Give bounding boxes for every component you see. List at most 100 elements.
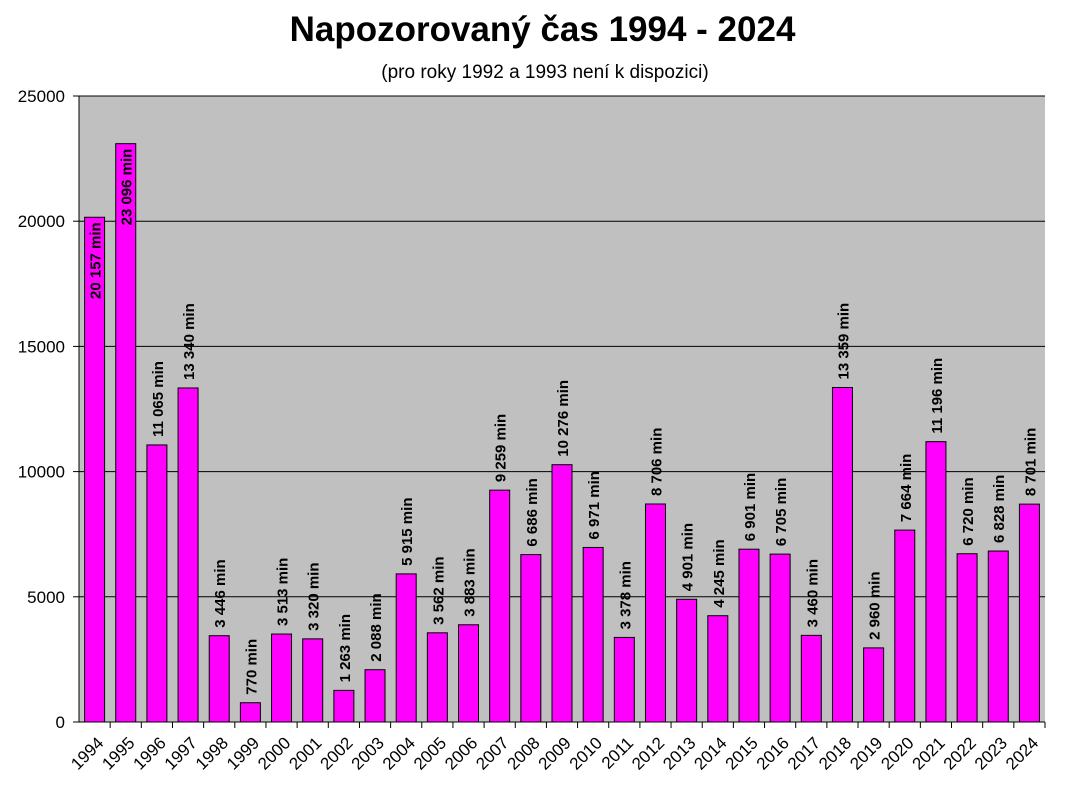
data-label: 1 263 min [337,614,354,682]
data-label: 8 706 min [648,428,665,496]
x-tick-label: 2022 [940,733,980,773]
x-tick-label: 2015 [722,733,762,773]
bar-2001 [302,638,324,723]
bar-2010 [582,546,604,723]
x-tick-label: 1998 [192,733,232,773]
data-label: 10 276 min [555,380,572,457]
x-tick-label: 2002 [317,733,357,773]
x-tick-label: 2008 [503,733,543,773]
data-label: 3 320 min [306,562,323,630]
x-tick-label: 2013 [659,733,699,773]
x-tick-label: 2010 [566,733,606,773]
data-label: 6 686 min [524,478,541,546]
data-label: 9 259 min [493,414,510,482]
y-tick-label: 15000 [18,337,65,356]
data-label: 2 088 min [368,593,385,661]
data-label: 3 883 min [462,548,479,616]
bar-2018 [831,386,853,723]
bar-2017 [800,634,822,723]
bar-2020 [894,529,916,723]
data-label: 3 378 min [617,561,634,629]
bar-2013 [676,598,698,723]
chart-title: Napozorovaný čas 1994 - 2024 [289,10,796,49]
data-label: 6 705 min [773,478,790,546]
data-label: 6 828 min [991,475,1008,543]
bar-2002 [333,689,355,723]
y-tick-label: 20000 [18,212,65,231]
data-label: 6 901 min [742,473,759,541]
x-tick-label: 2000 [254,733,294,773]
x-tick-label: 2023 [971,733,1011,773]
gridlines [79,95,1045,598]
x-tick-label: 1996 [130,733,170,773]
x-tick-label: 1997 [161,733,201,773]
data-label: 13 340 min [181,303,198,380]
data-label: 2 960 min [867,572,884,640]
bar-1995 [115,143,137,723]
x-tick-label: 2018 [815,733,855,773]
x-tick-label: 2016 [753,733,793,773]
bar-2004 [395,573,417,723]
x-tick-label: 2006 [441,733,481,773]
data-label: 4 245 min [711,539,728,607]
x-tick-label: 1999 [223,733,263,773]
data-label: 7 664 min [898,454,915,522]
bars [84,143,1040,723]
x-tick-label: 2014 [690,733,730,773]
bar-1999 [239,702,261,723]
x-tick-label: 2021 [909,733,949,773]
x-tick-label: 2017 [784,733,824,773]
bar-2005 [426,632,448,723]
x-tick-label: 2019 [846,733,886,773]
data-label: 3 513 min [275,558,292,626]
data-label: 8 701 min [1022,428,1039,496]
data-label: 4 901 min [680,523,697,591]
data-label: 3 446 min [212,559,229,627]
data-label: 3 562 min [430,556,447,624]
bar-2008 [520,554,542,723]
x-tick-label: 1994 [67,733,107,773]
x-tick-label: 2004 [379,733,419,773]
bar-2006 [458,624,480,723]
bar-2011 [613,636,635,723]
bar-2023 [987,550,1009,723]
x-tick-label: 2024 [1002,733,1042,773]
bar-2009 [551,464,573,723]
data-label: 5 915 min [399,498,416,566]
x-tick-label: 2001 [285,733,325,773]
data-label: 23 096 min [119,149,136,226]
x-tick-label: 2009 [535,733,575,773]
data-label: 6 720 min [960,477,977,545]
x-tick-label: 2012 [628,733,668,773]
x-tick-label: 2020 [877,733,917,773]
data-label: 20 157 min [88,222,105,299]
x-tick-label: 2005 [410,733,450,773]
bar-1996 [146,444,168,723]
data-label: 11 196 min [929,358,946,434]
data-label: 3 460 min [804,559,821,627]
chart-subtitle: (pro roky 1992 a 1993 není k dispozici) [381,62,709,83]
bar-2003 [364,669,386,723]
x-tick-label: 2011 [598,733,637,772]
x-tick-label: 1995 [98,733,138,773]
bar-2012 [644,503,666,723]
bar-1997 [177,387,199,723]
data-label: 770 min [243,639,260,695]
data-labels: 20 157 min 23 096 min 11 065 min 13 340 min… [88,149,1040,695]
bar-2000 [271,633,293,723]
data-label: 6 971 min [586,471,603,539]
bar-2016 [769,553,791,723]
x-tick-label: 2003 [348,733,388,773]
bar-2019 [863,647,885,723]
bar-1998 [208,635,230,723]
y-tick-label: 25000 [18,87,65,106]
bar-2021 [925,441,947,723]
y-tick-label: 0 [56,713,65,732]
bar-1994 [84,216,106,723]
bar-2015 [738,548,760,723]
data-label: 11 065 min [150,361,167,437]
y-tick-label: 5000 [27,588,65,607]
bar-2007 [489,489,511,723]
y-tick-label: 10000 [18,463,65,482]
